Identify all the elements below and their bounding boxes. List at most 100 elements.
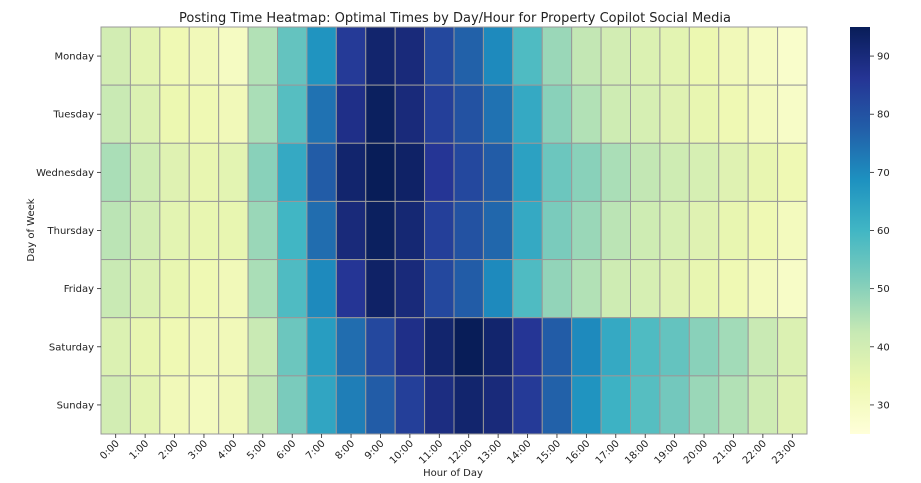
- heatmap-cell: [335, 259, 367, 319]
- heatmap-cell: [453, 375, 484, 435]
- heatmap-cell: [218, 142, 249, 202]
- heatmap-cell: [159, 84, 190, 144]
- heatmap-cell: [247, 200, 279, 261]
- heatmap-cell: [600, 142, 632, 202]
- heatmap-cell: [718, 317, 749, 377]
- heatmap-cell: [453, 84, 484, 144]
- heatmap-cell: [747, 142, 779, 202]
- y-tick-label: Saturday: [49, 342, 94, 353]
- heatmap-cell: [129, 375, 161, 435]
- x-tick-label: 14:00: [506, 438, 534, 466]
- x-tick-label: 22:00: [741, 438, 769, 466]
- heatmap-cell: [688, 26, 720, 86]
- heatmap-cell: [247, 142, 279, 202]
- heatmap-cell: [394, 142, 426, 202]
- heatmap-cell: [100, 200, 131, 261]
- heatmap-cell: [482, 84, 514, 144]
- heatmap-cell: [100, 317, 131, 377]
- heatmap-cell: [688, 259, 720, 319]
- heatmap-cell: [453, 200, 484, 261]
- heatmap-cell: [424, 317, 455, 377]
- y-tick-label: Wednesday: [36, 168, 94, 179]
- heatmap-cell: [630, 200, 661, 261]
- heatmap-cell: [247, 317, 279, 377]
- heatmap-cell: [747, 200, 779, 261]
- x-tick-label: 13:00: [476, 438, 504, 466]
- heatmap-cell: [218, 317, 249, 377]
- heatmap-cell: [630, 84, 661, 144]
- heatmap-cell: [129, 26, 161, 86]
- heatmap-cell: [512, 26, 543, 86]
- heatmap-cell: [159, 200, 190, 261]
- heatmap-cell: [688, 375, 720, 435]
- heatmap-cell: [541, 142, 573, 202]
- x-tick-labels: 0:00 1:00 2:00 3:00 4:00 5:00 6:00 7:00 8:00 9:00…: [98, 434, 798, 467]
- heatmap-cell: [571, 84, 602, 144]
- heatmap-cell: [247, 375, 279, 435]
- heatmap-cell: [306, 375, 337, 435]
- heatmap-cell: [159, 259, 190, 319]
- heatmap-cell: [218, 26, 249, 86]
- heatmap-cell: [188, 84, 220, 144]
- x-tick-label: 10:00: [388, 438, 416, 466]
- heatmap-cell: [218, 259, 249, 319]
- heatmap-cell: [394, 26, 426, 86]
- y-tick-label: Sunday: [57, 400, 94, 411]
- heatmap-cell: [777, 317, 808, 377]
- heatmap-cell: [424, 84, 455, 144]
- heatmap-cell: [100, 259, 131, 319]
- heatmap-cell: [541, 84, 573, 144]
- heatmap-cell: [394, 84, 426, 144]
- x-tick-label: 16:00: [564, 438, 592, 466]
- heatmap-cell: [659, 200, 690, 261]
- heatmap-cell: [306, 84, 337, 144]
- heatmap-cell: [482, 26, 514, 86]
- heatmap-cell: [659, 259, 690, 319]
- heatmap-cell: [600, 317, 632, 377]
- heatmap-cell: [571, 26, 602, 86]
- heatmap-cell: [571, 259, 602, 319]
- heatmap-cell: [394, 200, 426, 261]
- colorbar-tick-label: 60: [877, 226, 890, 237]
- y-tick-labels: Monday Tuesday Wednesday Thursday Friday Satu…: [36, 52, 101, 411]
- heatmap-cell: [453, 259, 484, 319]
- heatmap-cell: [571, 317, 602, 377]
- heatmap-cell: [277, 200, 308, 261]
- x-tick-label: 20:00: [682, 438, 710, 466]
- heatmap-cell: [630, 317, 661, 377]
- heatmap-cell: [277, 375, 308, 435]
- heatmap-cell: [600, 200, 632, 261]
- heatmap-cell: [277, 26, 308, 86]
- heatmap-cell: [188, 142, 220, 202]
- heatmap-cell: [630, 142, 661, 202]
- heatmap-cell: [482, 142, 514, 202]
- colorbar: 30 40 50 60 70 80 90: [850, 27, 890, 434]
- y-tick-label: Tuesday: [52, 110, 94, 121]
- heatmap-cell: [688, 200, 720, 261]
- heatmap-cell: [129, 317, 161, 377]
- heatmap-cell: [541, 317, 573, 377]
- heatmap-cell: [777, 142, 808, 202]
- heatmap-cell: [482, 200, 514, 261]
- x-tick-label: 18:00: [623, 438, 651, 466]
- heatmap-cell: [424, 375, 455, 435]
- heatmap-cell: [630, 26, 661, 86]
- heatmap-cell: [247, 84, 279, 144]
- heatmap-cell: [777, 84, 808, 144]
- x-tick-label: 23:00: [770, 438, 798, 466]
- heatmap-cell: [335, 142, 367, 202]
- heatmap-cell: [365, 259, 396, 319]
- heatmap-cell: [365, 375, 396, 435]
- heatmap-cell: [688, 84, 720, 144]
- heatmap-cell: [365, 26, 396, 86]
- x-tick-label: 4:00: [216, 438, 240, 462]
- heatmap-cell: [424, 259, 455, 319]
- y-tick-label: Friday: [64, 284, 94, 295]
- colorbar-ticks: 30 40 50 60 70 80 90: [870, 52, 890, 411]
- heatmap-cell: [188, 317, 220, 377]
- heatmap-cell: [541, 375, 573, 435]
- heatmap-cell: [453, 317, 484, 377]
- heatmap-cell: [688, 317, 720, 377]
- heatmap-cell: [777, 375, 808, 435]
